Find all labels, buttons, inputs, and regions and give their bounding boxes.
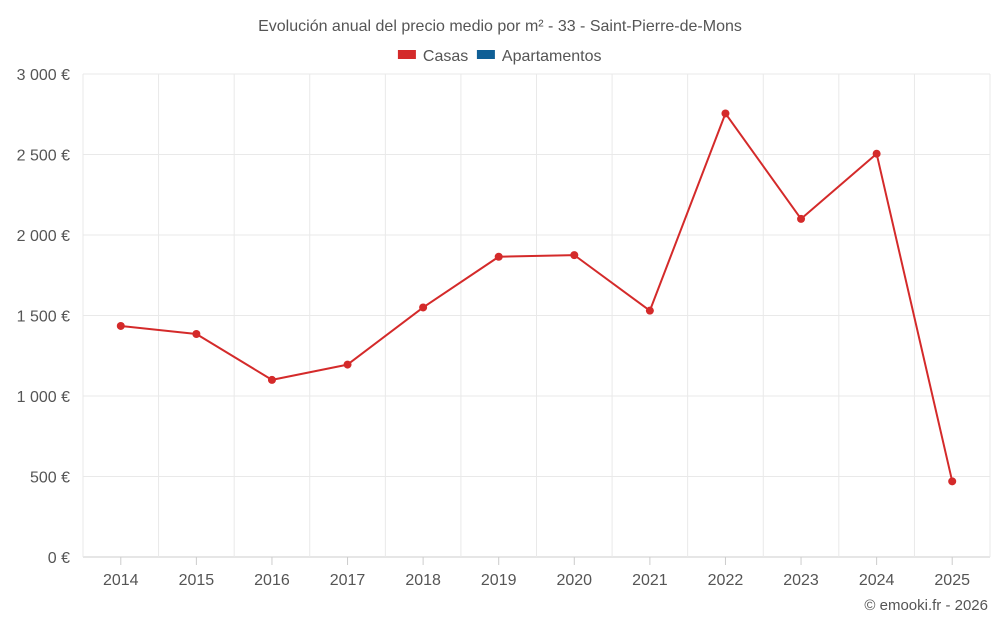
y-tick-label: 2 000 €	[17, 228, 70, 245]
x-tick-label: 2018	[405, 572, 441, 589]
grid	[82, 73, 991, 558]
x-tick-label: 2021	[632, 572, 668, 589]
x-tick-label: 2025	[934, 572, 970, 589]
data-point[interactable]	[343, 360, 352, 369]
data-point[interactable]	[570, 251, 579, 260]
y-tick-label: 500 €	[30, 470, 70, 487]
y-tick-label: 2 500 €	[17, 148, 70, 165]
chart-title: Evolución anual del precio medio por m² …	[258, 18, 742, 35]
x-tick-label: 2016	[254, 572, 290, 589]
x-tick-label: 2014	[103, 572, 139, 589]
data-point[interactable]	[721, 109, 730, 118]
x-tick-label: 2017	[330, 572, 366, 589]
y-axis: 0 € 500 € 1 000 € 1 500 € 2 000 € 2 500 € 3 00…	[17, 67, 70, 567]
data-point[interactable]	[797, 214, 806, 223]
x-tick-label: 2023	[783, 572, 819, 589]
series-line-casas	[120, 112, 954, 482]
x-axis: 2014 2015 2016 2017 2018 2019 2020 2021 2022 2023…	[103, 557, 970, 589]
legend-swatch	[397, 50, 416, 59]
legend: Casas Apartamentos	[397, 48, 602, 65]
data-point[interactable]	[494, 252, 503, 261]
y-tick-label: 1 000 €	[17, 389, 70, 406]
legend-item-casas[interactable]: Casas	[397, 48, 468, 65]
data-point[interactable]	[645, 306, 654, 315]
data-point[interactable]	[267, 375, 276, 384]
series-layer	[116, 109, 957, 486]
x-tick-label: 2019	[481, 572, 517, 589]
x-tick-label: 2022	[708, 572, 744, 589]
x-tick-label: 2020	[556, 572, 592, 589]
data-point[interactable]	[419, 303, 428, 312]
y-tick-label: 3 000 €	[17, 67, 70, 84]
y-tick-label: 0 €	[48, 550, 70, 567]
credit-text: © emooki.fr - 2026	[864, 597, 988, 614]
data-point[interactable]	[948, 477, 957, 486]
legend-item-apartamentos[interactable]: Apartamentos	[476, 48, 602, 65]
data-point[interactable]	[116, 321, 125, 330]
legend-swatch	[476, 50, 495, 59]
y-tick-label: 1 500 €	[17, 309, 70, 326]
legend-label: Apartamentos	[502, 48, 602, 65]
data-point[interactable]	[872, 149, 881, 158]
x-tick-label: 2015	[179, 572, 215, 589]
data-point[interactable]	[192, 330, 201, 339]
x-tick-label: 2024	[859, 572, 895, 589]
legend-label: Casas	[423, 48, 468, 65]
